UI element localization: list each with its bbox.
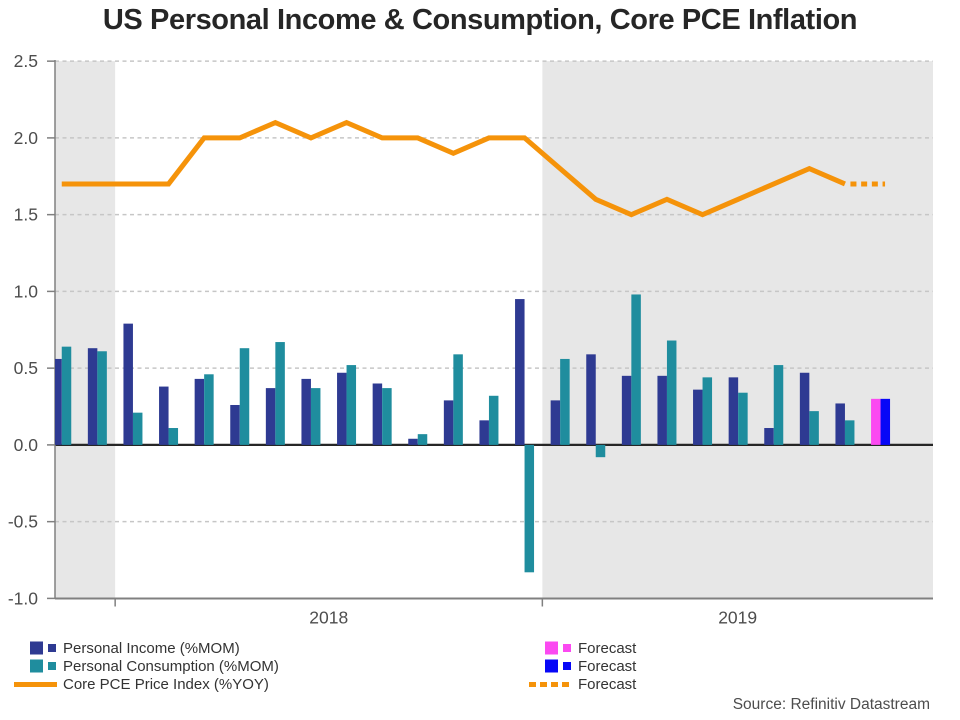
consumption-bar [666,340,677,445]
consumption-bar [239,348,250,445]
income-bar [621,375,632,445]
legend-left: Personal Income (%MOM) Personal Consumpt… [14,639,279,693]
chart-plot-area: 2.5 2.0 1.5 1.0 0.5 0.0 -0.5 -1.0 2018 2019 [8,51,933,628]
income-bar [550,400,561,445]
income-bar [123,323,133,445]
bars-group [55,294,891,573]
income-bar [835,403,845,445]
income-bar [230,404,240,445]
y-tick-label: 0.0 [14,435,39,455]
legend-label: Forecast [578,675,637,693]
legend-item-personal-consumption: Personal Consumption (%MOM) [14,657,279,675]
consumption-bar [631,294,641,445]
legend-item-forecast-income: Forecast [529,639,636,657]
legend-label: Personal Consumption (%MOM) [63,657,279,675]
legend-label: Forecast [578,639,637,657]
legend-right: Forecast Forecast Forecast [529,639,636,693]
consumption-bar [524,444,535,573]
y-tick-label: 0.5 [14,358,38,378]
consumption-bar [738,392,748,445]
consumption-bar [310,388,321,445]
consumption-bar [488,395,499,445]
forecast-consumption-squares-marker-icon [545,659,571,673]
income-bar [55,358,62,445]
consumption-bar [595,444,606,458]
consumption-bar [453,354,463,445]
line-marker-icon [14,682,57,687]
consumption-bar [809,411,819,445]
consumption-bar [702,377,713,445]
legend-label: Forecast [578,657,637,675]
income-bar [693,389,703,445]
income-squares-marker-icon [30,641,56,655]
y-tick-label: 1.0 [14,281,39,301]
income-bar [764,428,774,445]
x-year-label: 2018 [309,608,348,628]
consumption-bar [346,365,357,445]
income-bar [372,383,383,445]
income-bar [443,400,454,445]
legend-label: Core PCE Price Index (%YOY) [63,675,269,693]
income-bar [301,378,311,445]
income-bar [657,375,667,445]
y-tick-label: 2.0 [14,128,39,148]
income-bar [159,386,169,445]
y-tick-label: -0.5 [8,512,38,532]
y-tick-label: 2.5 [14,51,38,71]
dotted-line-marker-icon [529,682,569,687]
legend-item-forecast-line: Forecast [529,675,636,693]
income-bar [87,348,98,445]
consumption-bar [204,374,214,445]
consumption-bar [97,351,107,445]
income-bar [337,372,347,445]
income-bar [728,377,739,445]
shaded-band [55,61,116,599]
core-pce-line [61,119,846,218]
y-tick-label: -1.0 [8,588,38,608]
legend-item-core-pce: Core PCE Price Index (%YOY) [14,675,279,693]
consumption-bar [132,412,143,445]
forecast-consumption-bar [880,398,891,445]
income-bar [586,354,596,445]
consumption-bar [382,388,392,445]
consumption-bar [275,342,285,445]
income-bar [515,299,525,445]
income-bar [194,378,205,445]
consumption-bar [61,346,72,445]
income-bar [265,388,276,445]
consumption-squares-marker-icon [30,659,56,673]
income-bar [408,438,418,445]
y-tick-label: 1.5 [14,205,38,225]
consumption-bar [417,434,428,445]
x-year-label: 2019 [718,608,757,628]
forecast-income-bar [871,398,881,445]
shaded-band [542,61,933,599]
income-bar [479,420,489,445]
legend-item-forecast-consumption: Forecast [529,657,636,675]
forecast-income-squares-marker-icon [545,641,571,655]
consumption-bar [773,365,784,445]
chart-title: US Personal Income & Consumption, Core P… [102,4,858,36]
consumption-bar [168,428,179,445]
consumption-bar [560,358,570,445]
legend-item-personal-income: Personal Income (%MOM) [14,639,279,657]
source-note: Source: Refinitiv Datastream [732,696,930,713]
income-bar [799,372,810,445]
consumption-bar [844,420,855,445]
legend-label: Personal Income (%MOM) [63,639,240,657]
